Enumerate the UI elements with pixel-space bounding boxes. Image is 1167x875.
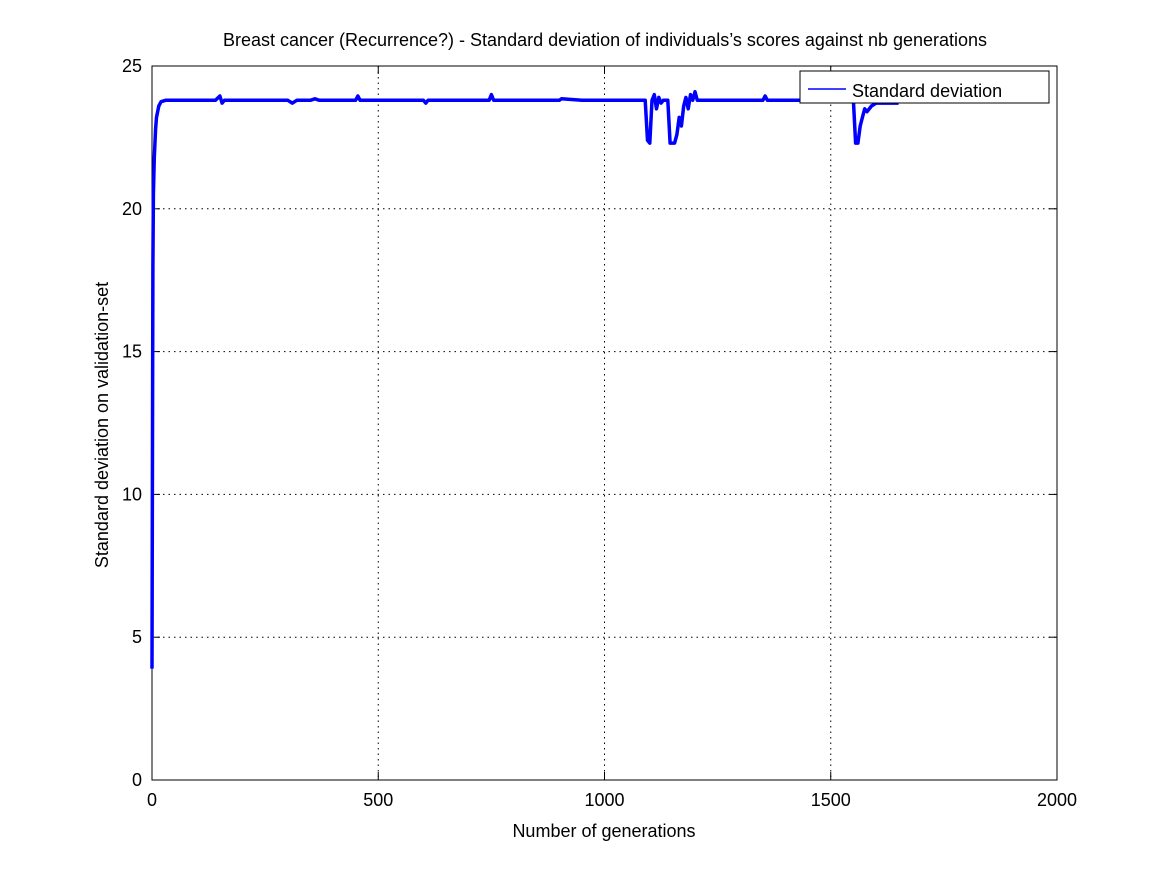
x-tick-label: 1500 bbox=[811, 790, 851, 810]
legend-label-standard-deviation: Standard deviation bbox=[852, 81, 1002, 101]
x-tick-label: 1000 bbox=[584, 790, 624, 810]
y-tick-label: 15 bbox=[122, 342, 142, 362]
x-axis-label: Number of generations bbox=[512, 821, 695, 841]
series-layer bbox=[150, 89, 899, 669]
x-tick-label: 500 bbox=[363, 790, 393, 810]
legend-box bbox=[799, 70, 1050, 104]
legend: Standard deviation bbox=[799, 70, 1050, 104]
chart-title: Breast cancer (Recurrence?) - Standard d… bbox=[223, 30, 987, 50]
y-tick-label: 25 bbox=[122, 56, 142, 76]
y-tick-label: 20 bbox=[122, 199, 142, 219]
y-tick-label: 0 bbox=[132, 770, 142, 790]
y-tick-label: 5 bbox=[132, 627, 142, 647]
x-tick-label: 0 bbox=[147, 790, 157, 810]
y-axis-label: Standard deviation on validation-set bbox=[92, 282, 112, 568]
axis-ticks: 0 500 1000 1500 2000 0 5 10 15 20 25 bbox=[122, 56, 1077, 810]
y-tick-label: 10 bbox=[122, 484, 142, 504]
x-tick-label: 2000 bbox=[1037, 790, 1077, 810]
grid bbox=[152, 66, 1057, 780]
series-line-standard-deviation bbox=[150, 89, 899, 669]
